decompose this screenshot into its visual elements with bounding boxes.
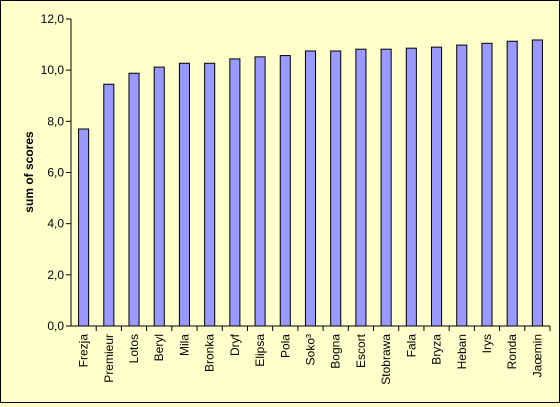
bar — [178, 62, 190, 327]
x-category-label: Dryf — [228, 333, 242, 356]
y-tick-label: 2,0 — [47, 268, 64, 282]
bar — [355, 48, 367, 327]
bar — [153, 66, 165, 327]
x-category-label: Bronka — [203, 334, 217, 372]
x-category-label: Bryza — [430, 334, 444, 365]
x-category-label: Elipsa — [253, 334, 267, 367]
bar — [204, 62, 216, 327]
y-axis-ticks: 0,0 2,0 4,0 6,0 8,0 10,0 12,0 — [41, 12, 71, 333]
bar — [254, 56, 266, 327]
bar — [128, 72, 140, 327]
x-category-label: Ronda — [505, 334, 519, 370]
x-category-label: Jaœmin — [530, 334, 544, 377]
y-tick-label: 6,0 — [47, 166, 64, 180]
x-category-label: Premieur — [102, 334, 116, 383]
x-category-label: Mila — [177, 334, 191, 356]
y-tick-label: 4,0 — [47, 217, 64, 231]
y-tick-label: 0,0 — [47, 319, 64, 333]
x-category-label: Beryl — [152, 334, 166, 361]
bar — [481, 42, 493, 327]
bar — [229, 58, 241, 327]
x-category-label: Bogna — [329, 334, 343, 369]
x-category-label: Fala — [404, 334, 418, 358]
y-tick-label: 8,0 — [47, 114, 64, 128]
x-category-label: Stobrawa — [379, 334, 393, 385]
bar — [78, 128, 90, 327]
y-axis-label: sum of scores — [22, 131, 36, 213]
bars — [78, 39, 543, 327]
x-category-label: Irys — [480, 334, 494, 353]
x-category-label: Heban — [455, 334, 469, 369]
x-axis-categories: Frezja Premieur Lotos Beryl Mila Bronka Dryf El… — [77, 326, 551, 385]
y-axis-label-group: sum of scores — [22, 131, 36, 213]
x-category-label: Lotos — [127, 334, 141, 363]
y-tick-label: 12,0 — [41, 12, 65, 26]
bar — [279, 55, 291, 327]
x-category-label: Pola — [278, 334, 292, 358]
bar — [330, 50, 342, 327]
bar — [431, 46, 443, 327]
bar — [506, 40, 518, 327]
bar — [405, 47, 417, 327]
bar — [103, 83, 115, 327]
x-category-label: Soko³ — [304, 334, 318, 365]
y-tick-label: 10,0 — [41, 63, 65, 77]
bar — [380, 48, 392, 327]
x-category-label: Escort — [354, 333, 368, 368]
x-category-label: Frezja — [77, 334, 91, 368]
bar — [456, 44, 468, 327]
bar — [304, 50, 317, 327]
bar — [531, 39, 543, 327]
